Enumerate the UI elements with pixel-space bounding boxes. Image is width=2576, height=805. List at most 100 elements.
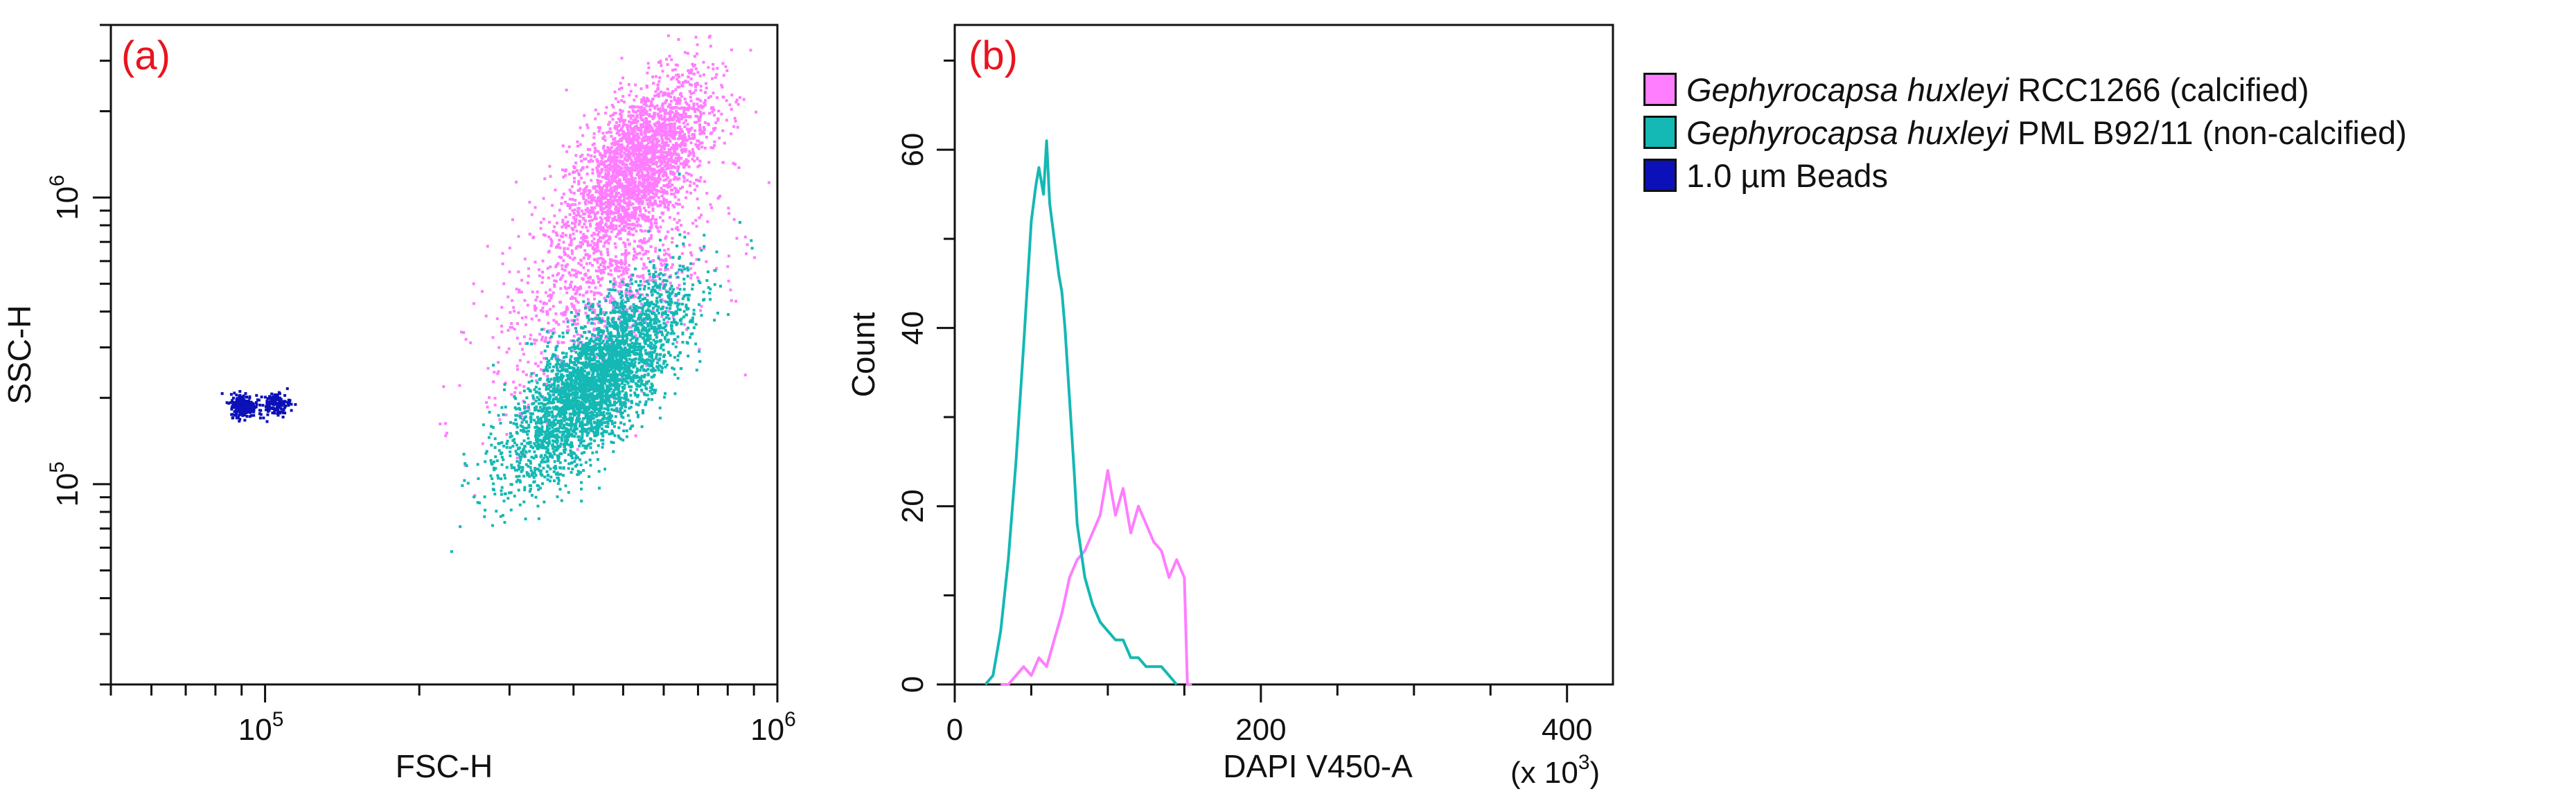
scatter-point [515, 337, 519, 339]
scatter-point [579, 400, 583, 404]
scatter-point [673, 392, 677, 396]
scatter-point [573, 180, 576, 184]
scatter-point [629, 89, 633, 93]
scatter-point [618, 224, 621, 228]
scatter-point [491, 524, 494, 527]
scatter-point [633, 361, 637, 364]
scatter-point [603, 149, 606, 152]
scatter-point [658, 189, 660, 193]
scatter-point [642, 188, 646, 191]
scatter-point [631, 196, 634, 200]
scatter-point [555, 233, 558, 237]
scatter-point [650, 115, 653, 118]
scatter-point [522, 500, 526, 504]
scatter-point [481, 442, 484, 445]
scatter-point [630, 141, 634, 144]
scatter-point [590, 290, 593, 293]
scatter-point [539, 300, 542, 303]
scatter-point [542, 233, 545, 236]
scatter-point [662, 107, 664, 110]
scatter-point [633, 163, 636, 166]
scatter-point [616, 143, 619, 145]
scatter-point [610, 134, 613, 138]
scatter-point [576, 322, 579, 326]
scatter-point [685, 159, 688, 162]
scatter-point [618, 269, 621, 273]
scatter-point [655, 139, 659, 142]
scatter-point [622, 241, 626, 245]
scatter-point [602, 258, 605, 261]
scatter-point [689, 251, 692, 254]
scatter-point [644, 249, 648, 253]
scatter-point [683, 51, 687, 54]
scatter-point [669, 288, 672, 291]
scatter-point [518, 359, 522, 362]
scatter-point [644, 329, 648, 333]
scatter-point [662, 259, 666, 263]
scatter-point [525, 396, 529, 400]
scatter-point [650, 278, 653, 282]
scatter-point [608, 227, 612, 230]
scatter-point [649, 195, 652, 199]
scatter-point [639, 129, 643, 132]
scatter-point [570, 243, 573, 247]
scatter-point [662, 141, 665, 144]
scatter-point [562, 240, 565, 244]
scatter-point [647, 122, 651, 125]
scatter-point [565, 306, 569, 309]
scatter-point [518, 412, 522, 415]
scatter-point [594, 217, 598, 220]
scatter-point [667, 203, 670, 206]
scatter-point [606, 198, 610, 202]
scatter-point [670, 91, 673, 95]
scatter-point [669, 112, 671, 116]
scatter-point [601, 136, 605, 140]
scatter-point [702, 112, 705, 115]
scatter-point [644, 240, 648, 244]
scatter-point [606, 175, 609, 179]
scatter-point [603, 135, 606, 139]
scatter-point [595, 204, 599, 207]
scatter-point [672, 367, 676, 371]
scatter-point [625, 125, 628, 128]
scatter-point [567, 490, 570, 494]
scatter-point [680, 252, 684, 255]
scatter-point [596, 291, 599, 294]
scatter-point [582, 212, 585, 215]
scatter-point [692, 91, 696, 94]
scatter-point [594, 286, 597, 290]
scatter-point [634, 213, 637, 217]
scatter-point [599, 171, 602, 175]
scatter-point [561, 168, 565, 172]
scatter-point [635, 159, 638, 163]
scatter-point [725, 118, 728, 122]
scatter-point [632, 134, 635, 138]
scatter-point [670, 193, 673, 196]
scatter-point [592, 198, 595, 202]
scatter-point [593, 249, 597, 253]
scatter-point [729, 288, 732, 292]
scatter-point [672, 133, 675, 136]
scatter-point [529, 421, 533, 423]
scatter-point [563, 426, 566, 430]
scatter-point [597, 182, 601, 186]
scatter-point [576, 353, 580, 356]
scatter-point [601, 202, 604, 206]
scatter-point [621, 76, 624, 80]
scatter-point [633, 295, 637, 299]
scatter-point [559, 472, 563, 476]
scatter-point [649, 183, 652, 186]
scatter-point [651, 306, 655, 310]
scatter-point [503, 388, 506, 391]
scatter-point [676, 118, 680, 121]
scatter-point [652, 259, 655, 262]
scatter-point [615, 127, 618, 131]
scatter-point [589, 222, 592, 226]
scatter-point [592, 416, 595, 420]
scatter-point [588, 219, 591, 222]
scatter-point [630, 182, 633, 185]
scatter-point [639, 144, 642, 148]
scatter-point [606, 211, 610, 214]
scatter-point [518, 383, 522, 387]
scatter-point [605, 212, 608, 215]
